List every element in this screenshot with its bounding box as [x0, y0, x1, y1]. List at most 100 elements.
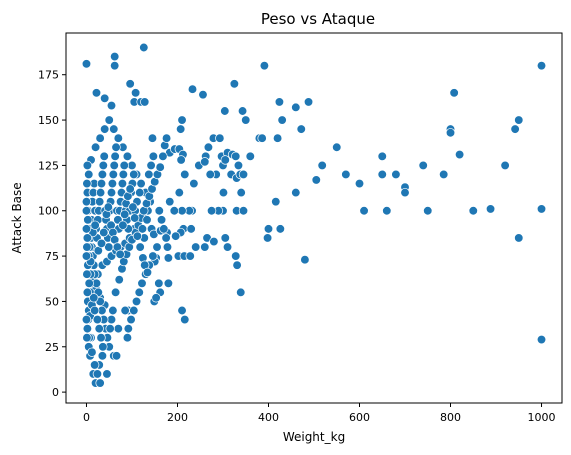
data-point [110, 52, 119, 61]
y-axis: 0255075100125150175 [38, 69, 66, 399]
data-point [97, 239, 106, 248]
data-point [186, 252, 195, 261]
data-point [164, 279, 173, 288]
data-point [109, 306, 118, 315]
data-point [143, 216, 152, 225]
x-tick-label: 200 [167, 411, 188, 424]
data-point [92, 89, 101, 98]
data-point [112, 352, 121, 361]
data-point [111, 288, 120, 297]
x-tick-label: 0 [83, 411, 90, 424]
data-point [126, 79, 135, 88]
data-point [83, 333, 92, 342]
data-point [378, 170, 387, 179]
data-point [95, 324, 104, 333]
data-point [200, 243, 209, 252]
data-point [241, 116, 250, 125]
data-point [93, 370, 102, 379]
data-point [238, 107, 247, 116]
data-point [83, 243, 92, 252]
data-point [157, 216, 166, 225]
data-point [96, 134, 105, 143]
data-point [233, 261, 242, 270]
data-point [223, 243, 232, 252]
data-point [312, 176, 321, 185]
data-point [204, 143, 213, 152]
y-tick-label: 25 [45, 341, 59, 354]
data-point [83, 179, 92, 188]
y-tick-label: 125 [38, 159, 59, 172]
data-point [124, 324, 133, 333]
data-point [231, 152, 240, 161]
data-point [96, 379, 105, 388]
data-point [301, 255, 310, 264]
data-point [82, 197, 91, 206]
data-point [140, 98, 149, 107]
data-point [318, 161, 327, 170]
data-point [170, 206, 179, 215]
data-point [107, 188, 116, 197]
data-point [123, 152, 132, 161]
data-point [99, 161, 108, 170]
x-tick-label: 600 [349, 411, 370, 424]
data-point [537, 205, 546, 214]
data-point [116, 250, 125, 259]
data-point [175, 188, 184, 197]
y-tick-label: 175 [38, 69, 59, 82]
data-point [112, 143, 121, 152]
data-point [93, 315, 102, 324]
data-point [292, 103, 301, 112]
data-point [419, 161, 428, 170]
data-point [199, 90, 208, 99]
data-point [210, 237, 219, 246]
data-point [180, 315, 189, 324]
data-point [135, 288, 144, 297]
data-point [136, 243, 145, 252]
data-point [162, 134, 171, 143]
data-point [258, 134, 267, 143]
data-point [119, 221, 128, 230]
data-point [140, 43, 149, 52]
data-point [88, 348, 97, 357]
data-point [110, 161, 119, 170]
y-tick-label: 75 [45, 250, 59, 263]
data-point [178, 206, 187, 215]
data-point [82, 206, 91, 215]
data-point [178, 306, 187, 315]
data-point [231, 252, 240, 261]
data-point [164, 254, 173, 263]
data-point [153, 243, 162, 252]
data-point [110, 61, 119, 70]
data-point [239, 206, 248, 215]
data-point [149, 252, 158, 261]
data-point [219, 188, 228, 197]
data-point [355, 179, 364, 188]
data-point [221, 107, 230, 116]
data-point [221, 156, 230, 165]
y-tick-label: 100 [38, 205, 59, 218]
data-point [91, 143, 100, 152]
data-point [108, 179, 117, 188]
data-point [149, 152, 158, 161]
data-point [138, 279, 147, 288]
y-tick-label: 150 [38, 114, 59, 127]
y-tick-label: 0 [52, 386, 59, 399]
data-point [511, 125, 520, 134]
data-point [383, 206, 392, 215]
data-point [130, 214, 139, 223]
data-point [260, 61, 269, 70]
data-point [401, 188, 410, 197]
data-point [120, 161, 129, 170]
data-point [83, 234, 92, 243]
data-point [187, 225, 196, 234]
data-point [446, 128, 455, 137]
data-point [332, 143, 341, 152]
data-point [342, 170, 351, 179]
data-point [98, 170, 107, 179]
data-point [450, 89, 459, 98]
data-point [114, 324, 123, 333]
data-point [162, 234, 171, 243]
data-point [107, 315, 116, 324]
data-point [99, 228, 108, 237]
